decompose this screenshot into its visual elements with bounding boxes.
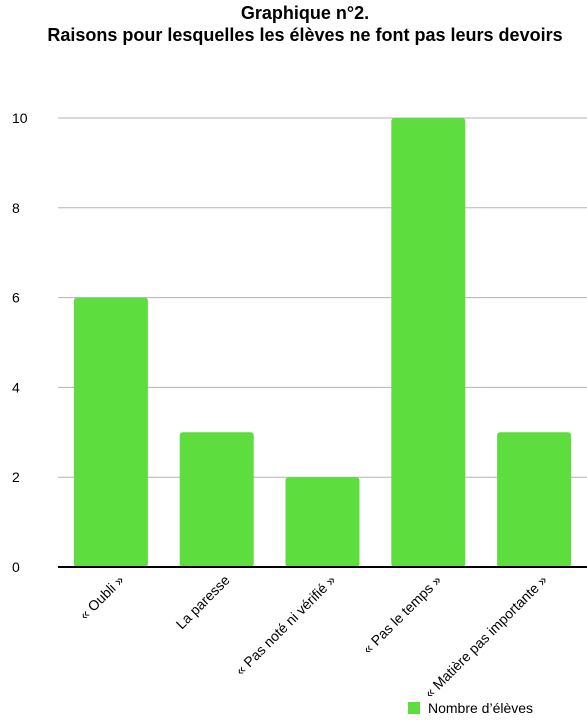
- x-tick-label: La paresse: [173, 572, 233, 632]
- y-tick-label: 10: [12, 110, 28, 126]
- bar: [73, 297, 148, 567]
- x-tick-label: « Matière pas importante »: [421, 572, 550, 701]
- y-tick-label: 2: [12, 469, 20, 485]
- bar: [497, 432, 572, 567]
- legend-swatch: [408, 702, 420, 714]
- chart-subtitle: Raisons pour lesquelles les élèves ne fo…: [47, 25, 563, 45]
- legend-label: Nombre d’élèves: [428, 700, 534, 716]
- bar: [391, 118, 466, 567]
- y-tick-label: 4: [12, 379, 20, 395]
- x-tick-label: « Pas le temps »: [359, 572, 444, 657]
- x-tick-label: « Pas noté ni vérifié »: [232, 572, 339, 679]
- x-tick-label: « Oubli »: [76, 572, 127, 623]
- y-tick-label: 0: [12, 559, 20, 575]
- chart-title-line: Graphique n°2.: [240, 3, 370, 23]
- chart-title: Graphique n°2. Raisons pour lesquelles l…: [40, 2, 570, 46]
- y-tick-label: 8: [12, 200, 20, 216]
- bar: [179, 432, 254, 567]
- bar: [285, 477, 360, 567]
- y-tick-label: 6: [12, 290, 20, 306]
- legend: Nombre d’élèves: [408, 700, 533, 716]
